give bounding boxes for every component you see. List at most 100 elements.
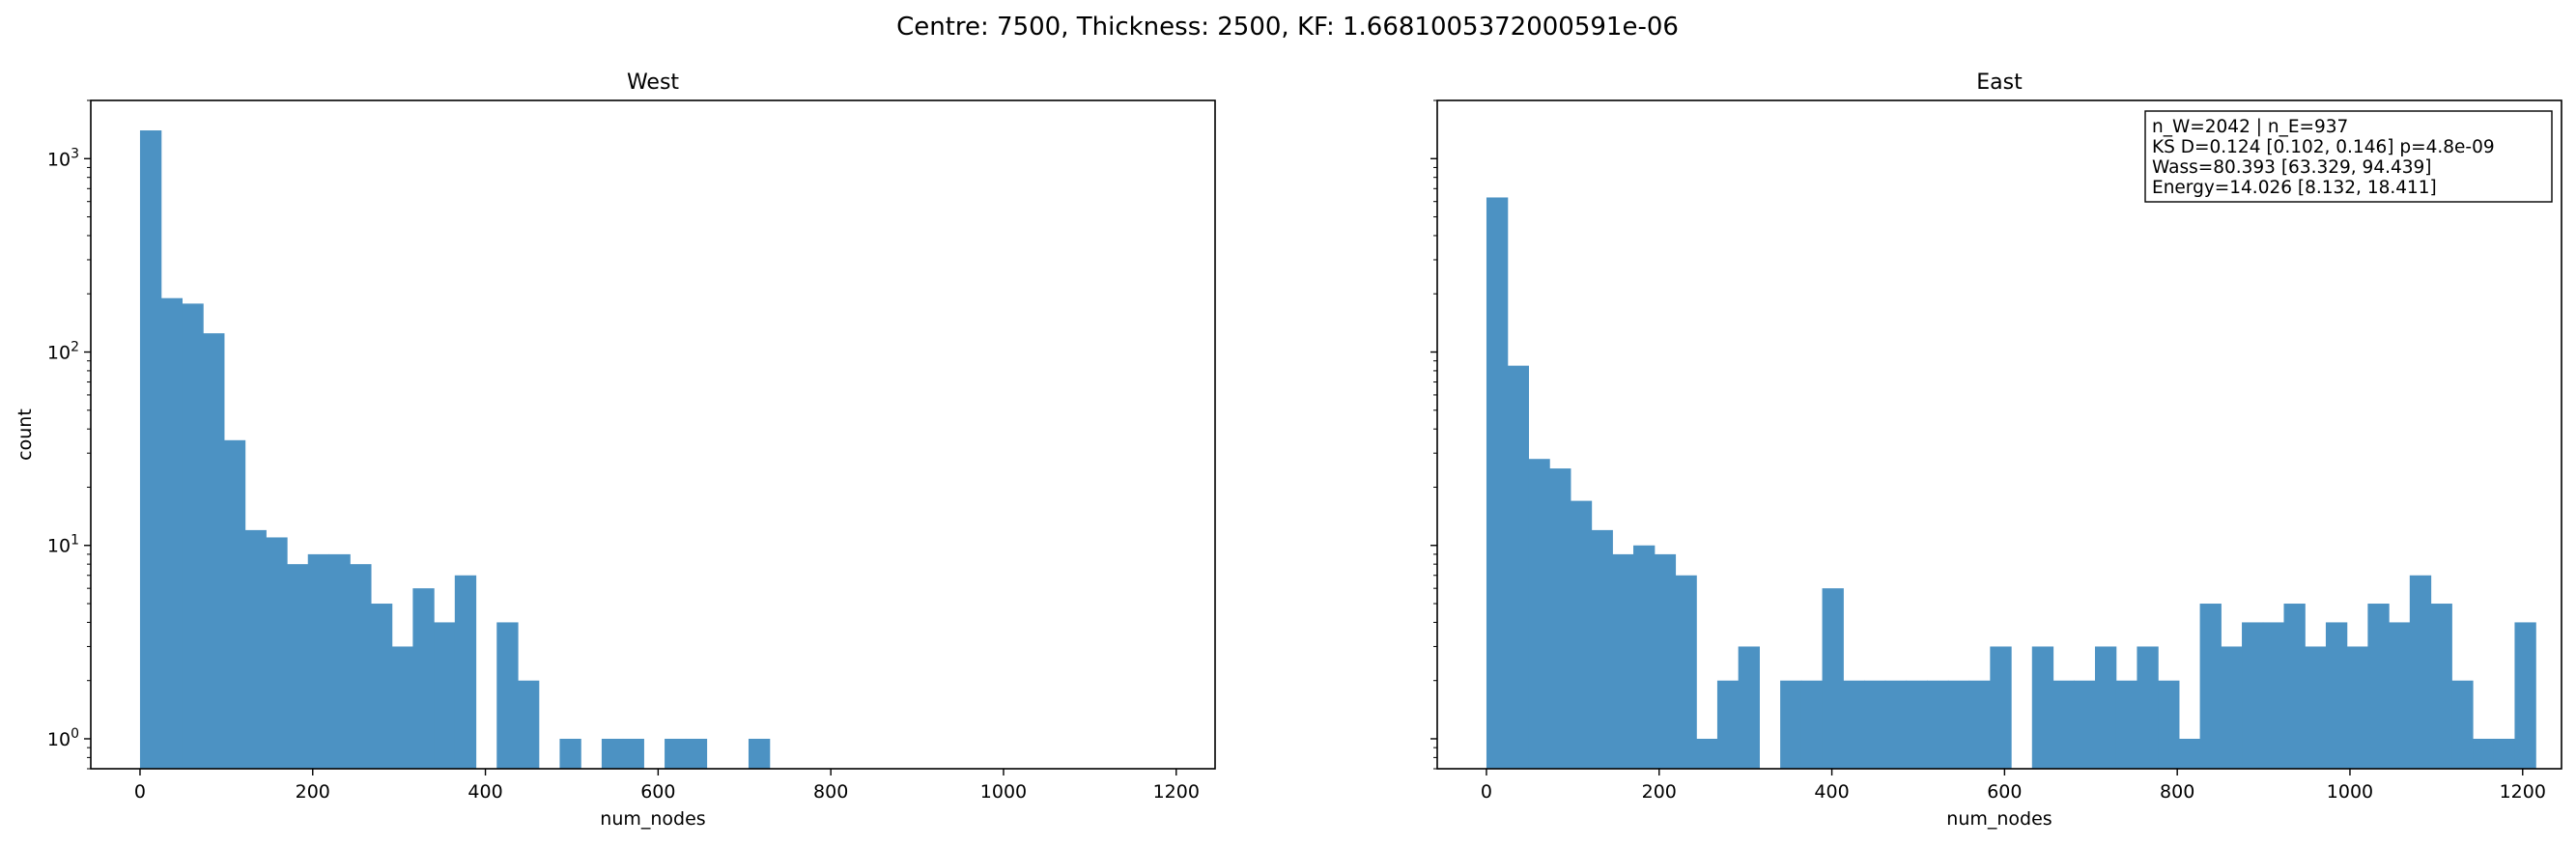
east-bar <box>2493 738 2516 769</box>
west-bar <box>203 333 225 769</box>
east-bar <box>2242 622 2264 769</box>
east-bar <box>2305 646 2327 769</box>
west-bar <box>139 130 162 769</box>
east-xtick-label: 400 <box>1814 781 1849 803</box>
east-bar <box>2137 646 2159 769</box>
east-bar <box>1864 680 1886 769</box>
west-ytick-label: 100 <box>47 726 79 750</box>
east-bar <box>2346 646 2368 769</box>
east-bar <box>2262 622 2285 769</box>
west-bar <box>518 680 540 769</box>
east-stats-line: Energy=14.026 [8.132, 18.411] <box>2152 178 2437 198</box>
west-bar <box>748 738 771 769</box>
west-xlabel: num_nodes <box>600 808 705 830</box>
west-ytick-label: 103 <box>47 146 79 170</box>
west-bar <box>391 646 413 769</box>
west-bar <box>307 553 330 769</box>
east-bar <box>1570 500 1593 769</box>
east-bar <box>1822 588 1844 769</box>
east-bar <box>2094 646 2117 769</box>
east-xtick-label: 600 <box>1987 781 2022 803</box>
west-bar <box>244 529 267 769</box>
east-bar <box>2031 646 2054 769</box>
east-stats-line: n_W=2042 | n_E=937 <box>2152 117 2348 137</box>
west-axes-frame <box>90 99 1216 770</box>
figure-suptitle: Centre: 7500, Thickness: 2500, KF: 1.668… <box>896 13 1679 42</box>
west-bar <box>665 738 687 769</box>
west-bar <box>328 553 351 769</box>
east-bar <box>2115 680 2138 769</box>
west-ytick-label: 102 <box>47 340 79 364</box>
east-bar <box>1716 680 1740 769</box>
east-bar <box>1990 646 2012 769</box>
east-bar <box>1528 459 1550 769</box>
east-bar <box>2199 604 2222 769</box>
east-bar <box>2158 680 2180 769</box>
east-bar <box>2074 680 2096 769</box>
east-xtick-label: 200 <box>1642 781 1677 803</box>
east-bar <box>1927 680 1949 769</box>
east-bar <box>2052 680 2075 769</box>
east-bar <box>2430 604 2452 769</box>
east-bar <box>2221 646 2243 769</box>
east-stats-line: Wass=80.393 [63.329, 94.439] <box>2152 157 2432 178</box>
east-bar <box>1612 553 1634 769</box>
east-bar <box>1507 365 1529 769</box>
east-xtick-label: 800 <box>2160 781 2194 803</box>
east-title: East <box>1976 70 2023 95</box>
east-xtick-label: 0 <box>1481 781 1492 803</box>
west-ylabel: count <box>14 409 36 461</box>
west-xtick-label: 1200 <box>1153 781 1200 803</box>
west-bar <box>350 564 372 769</box>
east-bar <box>2367 604 2390 769</box>
east-xtick-label: 1200 <box>2500 781 2546 803</box>
west-bar <box>434 622 456 769</box>
west-panel: West 0 200 400 600 800 1000 1200 num_nodes 100 101… <box>14 70 1216 830</box>
west-bar <box>160 297 183 769</box>
east-bar <box>1906 680 1928 769</box>
west-bar <box>559 738 581 769</box>
east-bar <box>1884 680 1908 769</box>
west-xtick-label: 400 <box>467 781 502 803</box>
east-xlabel: num_nodes <box>1946 808 2052 830</box>
east-bar <box>2325 622 2348 769</box>
west-xtick-label: 1000 <box>980 781 1027 803</box>
west-xtick-label: 800 <box>813 781 848 803</box>
west-title: West <box>627 70 679 95</box>
east-bar <box>1675 575 1697 769</box>
east-bar <box>1633 545 1656 769</box>
west-bar <box>182 303 204 769</box>
east-xtick-label: 1000 <box>2327 781 2373 803</box>
west-xtick-label: 200 <box>296 781 330 803</box>
west-xtick-label: 0 <box>134 781 146 803</box>
west-bar <box>287 564 309 769</box>
east-bar <box>1654 553 1677 769</box>
east-stats-box <box>2144 110 2553 203</box>
east-stats-line: KS D=0.124 [0.102, 0.146] p=4.8e-09 <box>2152 137 2495 157</box>
east-bar <box>2473 738 2495 769</box>
east-bar <box>2178 738 2201 769</box>
east-bar <box>1800 680 1824 769</box>
east-bar <box>1968 680 1991 769</box>
east-bar <box>1591 529 1613 769</box>
west-xtick-label: 600 <box>640 781 675 803</box>
east-bar <box>1738 646 1760 769</box>
east-bar <box>2514 622 2536 769</box>
west-bar <box>370 604 393 769</box>
east-bar <box>1486 197 1509 769</box>
east-bar <box>1549 468 1571 769</box>
east-bar <box>1780 680 1802 769</box>
east-panel: East 0 200 400 600 800 1000 1200 num_nodes n_W=20… <box>1430 70 2562 830</box>
west-bar <box>496 622 519 769</box>
west-bar <box>412 588 435 769</box>
west-bar <box>266 537 288 769</box>
east-bar <box>2283 604 2306 769</box>
east-bar <box>2451 680 2474 769</box>
west-bar <box>601 738 624 769</box>
east-bar <box>2409 575 2432 769</box>
east-axes-frame <box>1436 99 2562 770</box>
east-bar <box>1696 738 1718 769</box>
west-ytick-label: 101 <box>47 533 79 557</box>
west-bar <box>454 575 477 769</box>
